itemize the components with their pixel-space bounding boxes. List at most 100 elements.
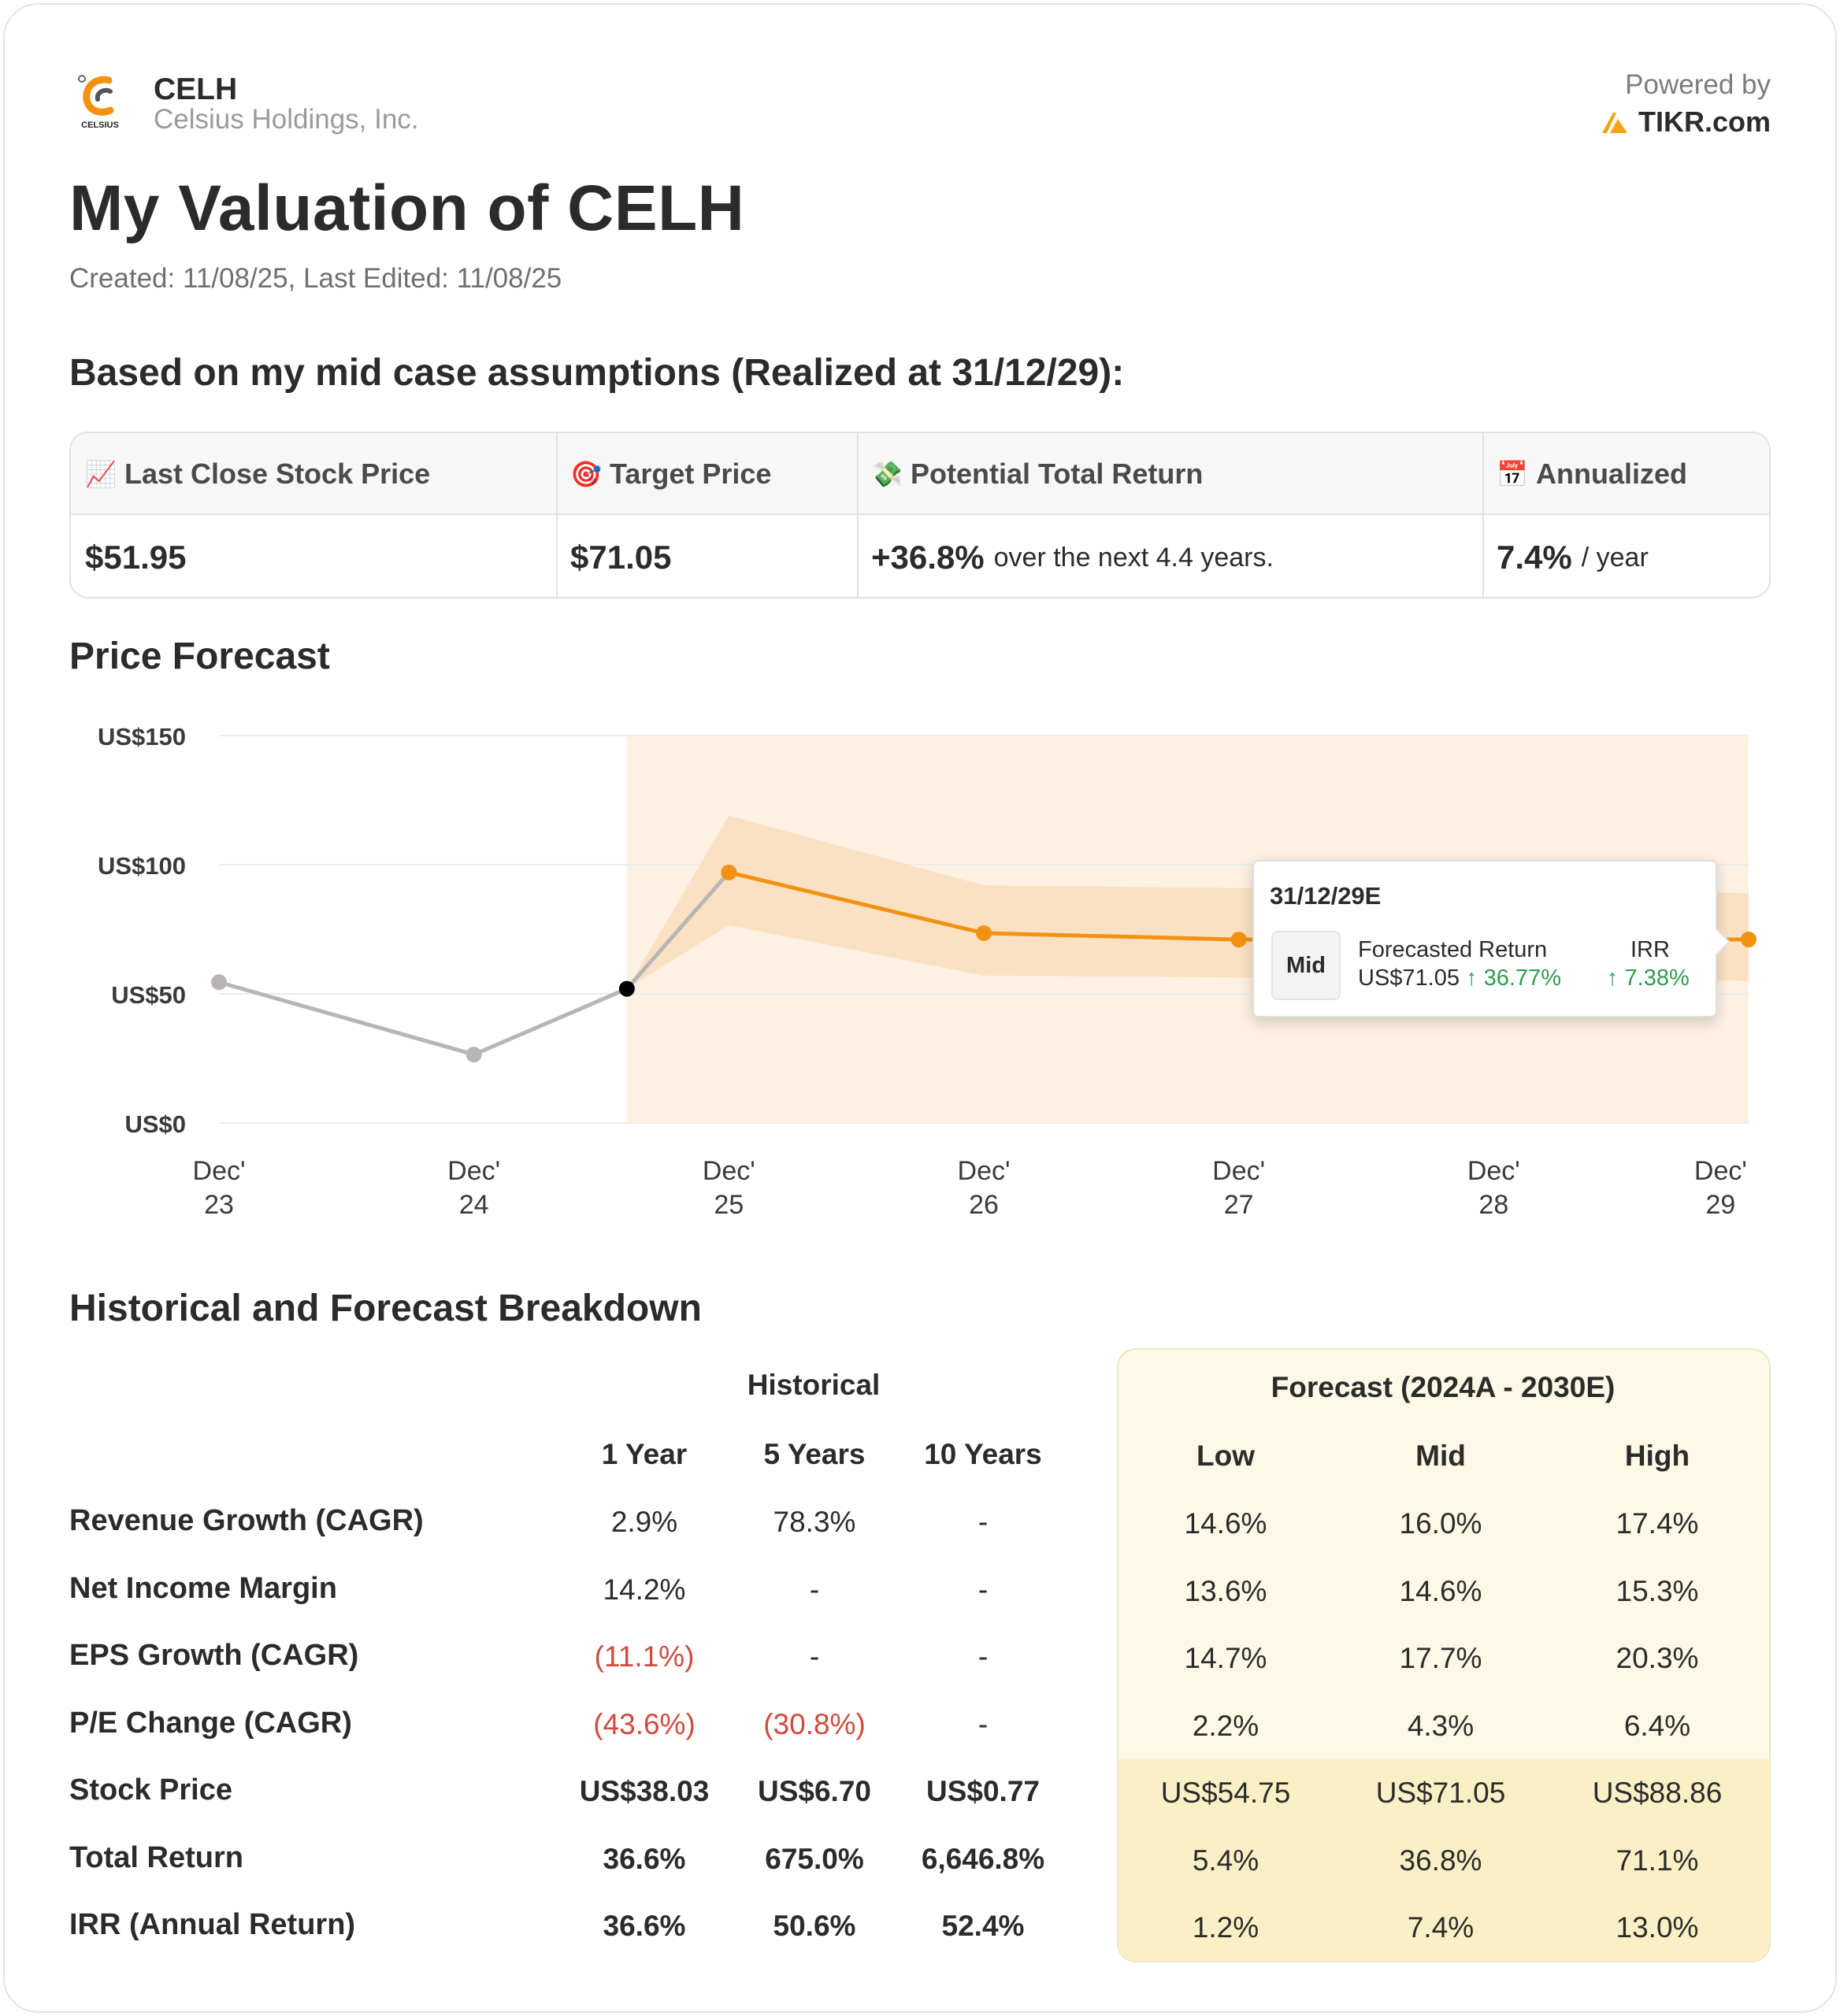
x-tick-label: 24 [459, 1190, 489, 1220]
target-icon: 🎯 [570, 460, 602, 488]
forecast-value: US$71.05 [1375, 1777, 1506, 1809]
summary-header-last-close: 📈 Last Close Stock Price [71, 433, 430, 515]
chart-increasing-icon: 📈 [85, 460, 117, 488]
page-title: My Valuation of CELH [69, 172, 745, 244]
y-tick-label: US$50 [111, 981, 186, 1009]
historical-value: 36.6% [603, 1910, 686, 1942]
x-tick-label: 26 [969, 1190, 999, 1220]
breakdown-row-label: IRR (Annual Return) [69, 1908, 356, 1941]
forecast-panel [1117, 1348, 1771, 1962]
historical-value: (30.8%) [763, 1708, 866, 1740]
historical-value: (11.1%) [594, 1640, 695, 1673]
historical-value: 78.3% [773, 1506, 856, 1538]
assumptions-heading: Based on my mid case assumptions (Realiz… [69, 352, 1125, 394]
x-tick-label: Dec' [447, 1156, 500, 1186]
summary-value-total-return: +36.8% over the next 4.4 years. [857, 517, 1274, 597]
column-divider [556, 433, 558, 597]
historical-value: 6,646.8% [921, 1843, 1045, 1875]
created-edited-dates: Created: 11/08/25, Last Edited: 11/08/25 [69, 263, 562, 294]
historical-group-header: Historical [747, 1369, 881, 1401]
historical-value: 675.0% [765, 1843, 864, 1875]
x-tick-label: Dec' [193, 1156, 246, 1186]
historical-value: US$38.03 [579, 1775, 710, 1807]
historical-column-header: 5 Years [763, 1438, 866, 1470]
x-tick-label: Dec' [958, 1156, 1011, 1186]
summary-value-last-close: $51.95 [71, 517, 187, 597]
tooltip-case-badge: Mid [1271, 931, 1341, 1000]
chart-tooltip: 31/12/29E Mid Forecasted Return US$71.05… [1252, 860, 1731, 1017]
money-wings-icon: 💸 [871, 460, 903, 488]
historical-value: 52.4% [941, 1910, 1025, 1942]
y-tick-label: US$150 [98, 723, 186, 750]
summary-value-annualized: 7.4% / year [1482, 517, 1649, 597]
x-tick-label: 25 [714, 1190, 744, 1220]
summary-header-label: Annualized [1536, 458, 1688, 490]
x-tick-label: 28 [1478, 1190, 1508, 1220]
annualized-suffix: / year [1581, 542, 1649, 573]
calendar-icon: 📅 [1497, 460, 1528, 488]
tikr-brand[interactable]: TIKR.com [1599, 106, 1771, 139]
historical-value: - [809, 1573, 820, 1606]
tooltip-price: US$71.05 [1358, 965, 1460, 991]
forecast-value: 4.3% [1407, 1710, 1475, 1742]
breakdown-row-label: Revenue Growth (CAGR) [69, 1504, 424, 1537]
historical-value: - [978, 1506, 989, 1538]
breakdown-heading: Historical and Forecast Breakdown [69, 1288, 702, 1329]
forecast-point [721, 864, 737, 880]
tooltip-date: 31/12/29E [1270, 882, 1382, 910]
forecast-value: 7.4% [1407, 1911, 1475, 1944]
historical-value: (43.6%) [593, 1708, 696, 1740]
forecast-value: 13.0% [1616, 1911, 1699, 1944]
tikr-logo-icon [1601, 113, 1627, 133]
summary-value-target-price: $71.05 [556, 517, 671, 597]
forecast-value: 5.4% [1192, 1844, 1259, 1877]
forecast-value: 17.7% [1399, 1642, 1482, 1674]
forecast-value: 16.0% [1399, 1507, 1482, 1540]
annualized-return: 7.4% [1497, 539, 1572, 576]
forecast-value: 17.4% [1616, 1507, 1699, 1540]
celsius-logo: CELSIUS [78, 75, 119, 130]
forecast-value: 1.2% [1192, 1911, 1259, 1944]
column-divider [1482, 433, 1484, 597]
summary-header-label: Potential Total Return [911, 458, 1204, 490]
column-divider [857, 433, 859, 597]
forecast-value: 6.4% [1623, 1710, 1691, 1742]
price-forecast-chart: US$150US$100US$50US$0Dec'23Dec'24Dec'25D… [98, 723, 1757, 1220]
tikr-brand-label: TIKR.com [1638, 106, 1771, 138]
price-forecast-heading: Price Forecast [69, 636, 330, 677]
x-tick-label: Dec' [1467, 1156, 1520, 1186]
historical-column-header: 10 Years [924, 1438, 1042, 1470]
potential-total-return: +36.8% [871, 539, 985, 576]
current-price-point [618, 980, 635, 997]
historical-value: 2.9% [610, 1506, 678, 1538]
forecast-results-highlight [1118, 1759, 1769, 1961]
forecast-value: 13.6% [1184, 1575, 1267, 1607]
x-tick-label: Dec' [1212, 1156, 1265, 1186]
tooltip-return-label: Forecasted Return [1358, 937, 1548, 962]
historical-value: 36.6% [603, 1843, 686, 1875]
forecast-value: 20.3% [1616, 1642, 1699, 1674]
summary-header-total-return: 💸 Potential Total Return [857, 433, 1203, 515]
company-name: Celsius Holdings, Inc. [154, 104, 419, 135]
summary-header-annualized: 📅 Annualized [1482, 433, 1687, 515]
x-tick-label: 29 [1705, 1190, 1735, 1220]
forecast-point [1230, 932, 1247, 948]
tooltip-irr-value: ↑ 7.38% [1607, 965, 1690, 991]
forecast-value: 15.3% [1616, 1575, 1699, 1607]
historical-value: US$6.70 [758, 1775, 871, 1807]
forecast-value: 14.7% [1184, 1642, 1267, 1674]
forecast-column-header: Low [1196, 1440, 1255, 1472]
x-tick-label: 23 [204, 1190, 234, 1220]
forecast-value: 14.6% [1184, 1507, 1267, 1540]
forecast-value: US$88.86 [1592, 1777, 1723, 1809]
historical-value: US$0.77 [926, 1775, 1040, 1807]
forecast-value: 36.8% [1399, 1844, 1482, 1877]
last-close-price: $51.95 [85, 539, 187, 576]
historical-column-header: 1 Year [601, 1438, 688, 1470]
tooltip-return-value: US$71.05 ↑ 36.77% [1358, 965, 1561, 991]
ticker-symbol: CELH [154, 72, 238, 106]
tooltip-return-pct: ↑ 36.77% [1466, 965, 1561, 991]
summary-table: 📈 Last Close Stock Price 🎯 Target Price … [69, 432, 1771, 598]
logo-text: CELSIUS [81, 120, 119, 130]
historical-value: - [809, 1640, 820, 1673]
